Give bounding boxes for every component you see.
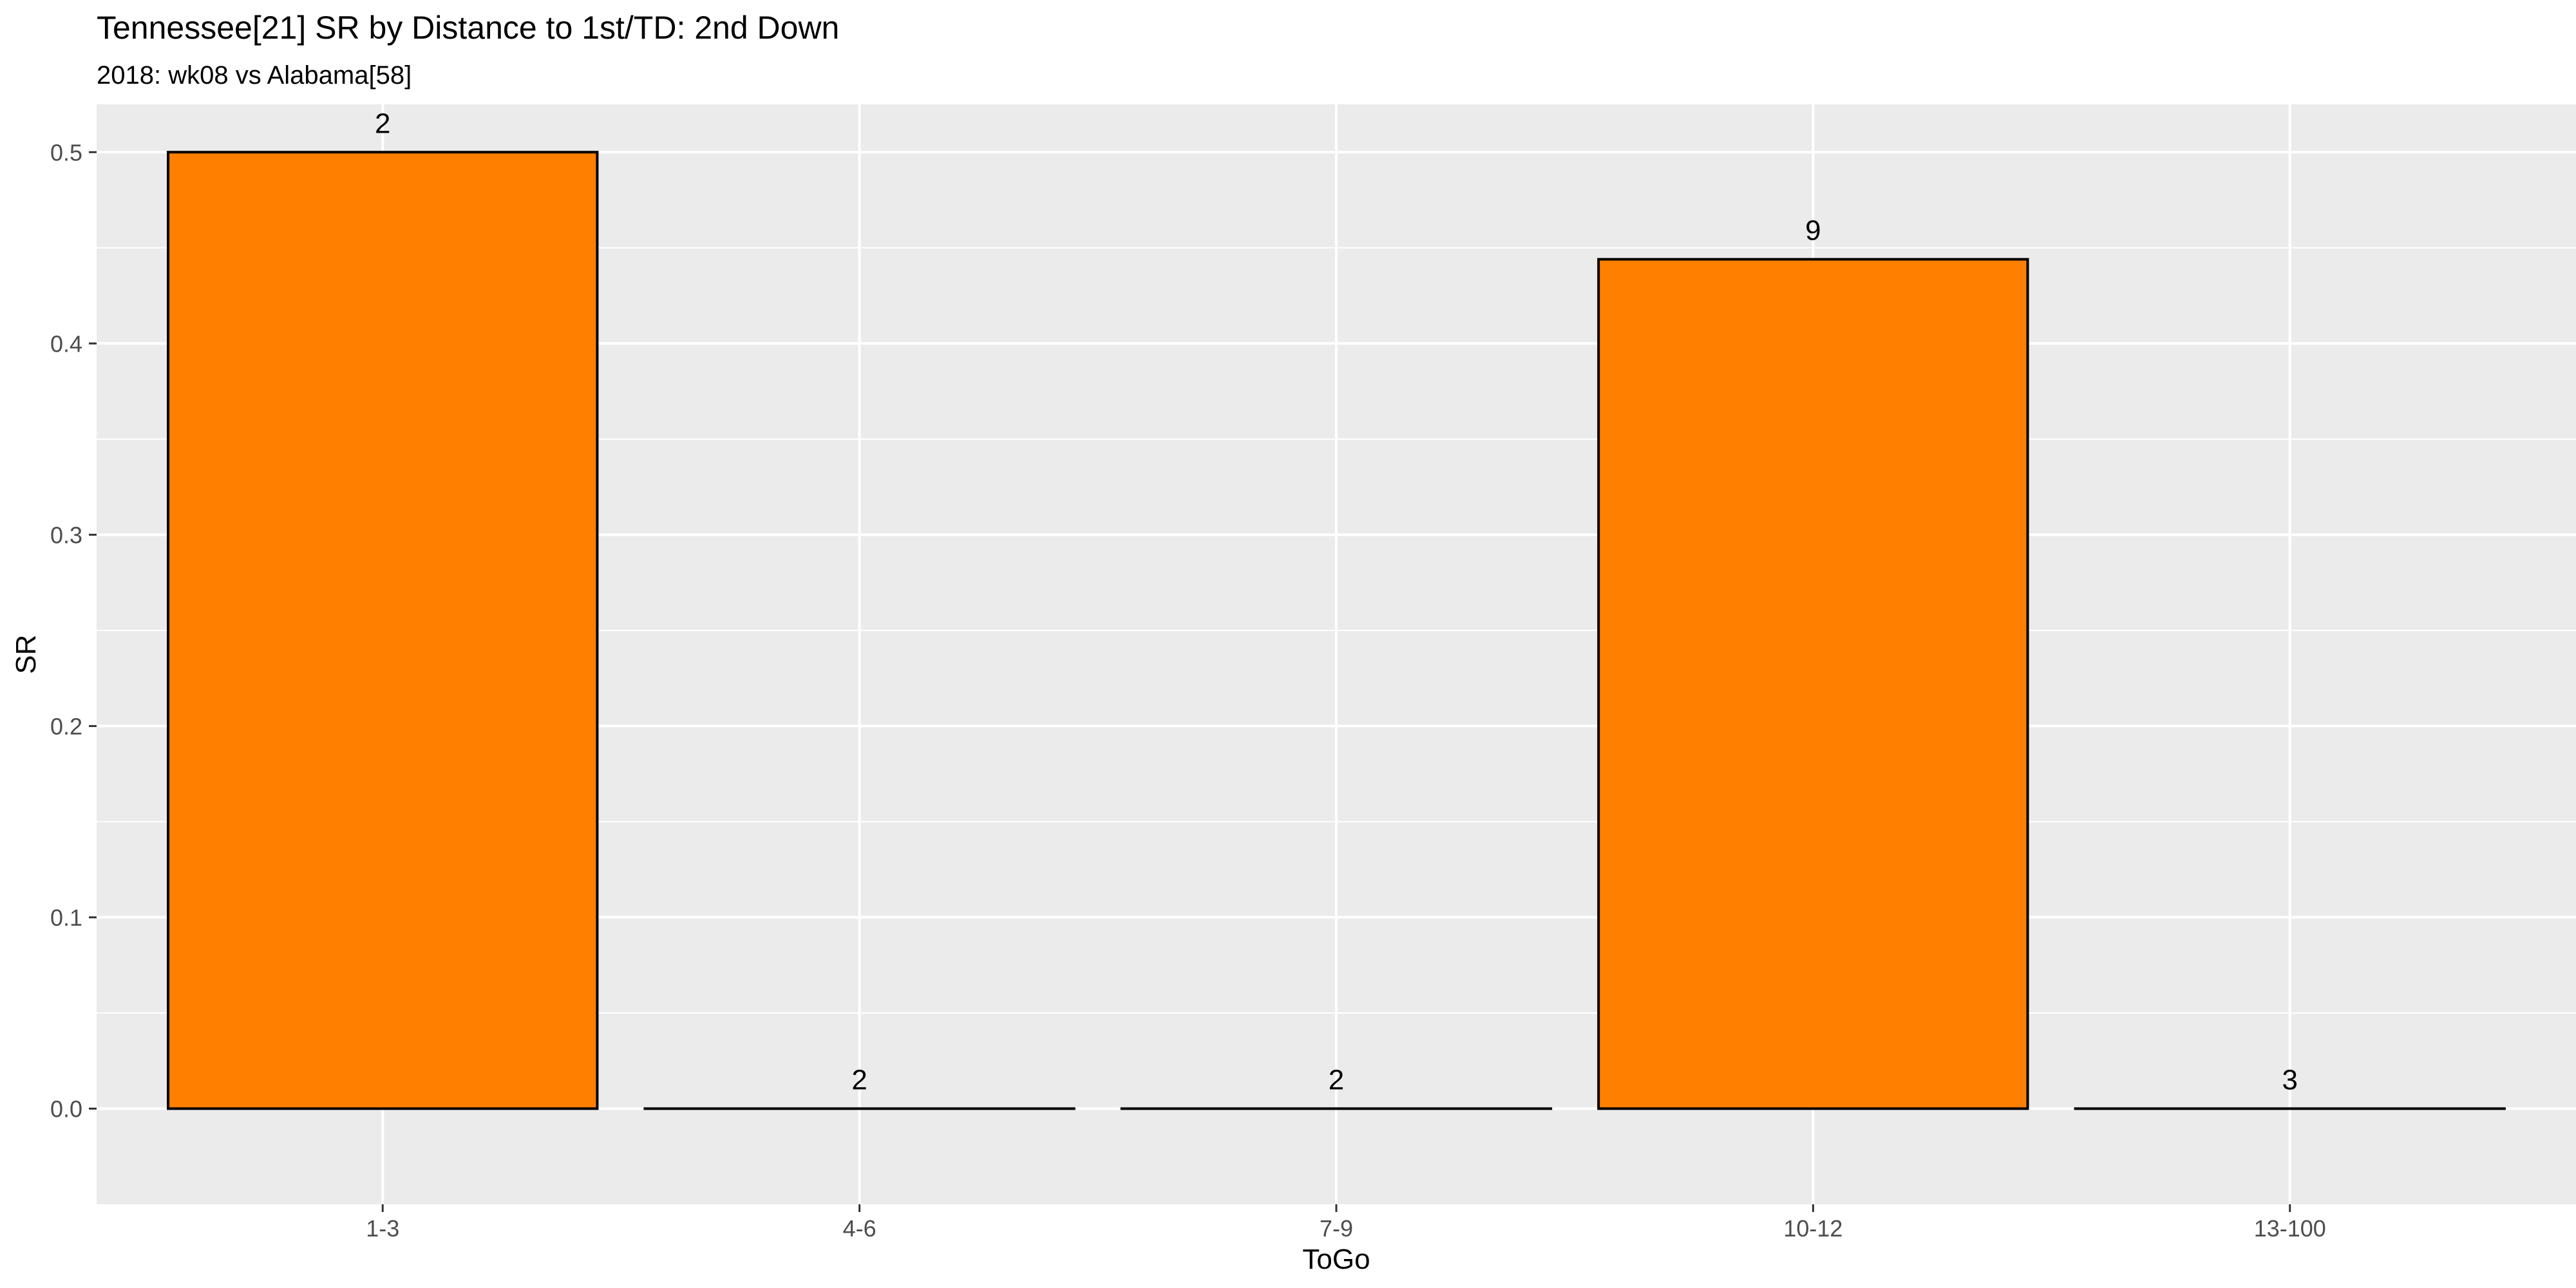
bar-count-label: 2 — [1329, 1064, 1344, 1095]
bar-1-3 — [167, 151, 599, 1110]
bar-count-labels: 2 2 2 9 3 — [375, 108, 2298, 1095]
y-tick-label: 0.4 — [50, 330, 82, 357]
bar-count-label: 2 — [851, 1064, 867, 1095]
y-tick-label: 0.1 — [50, 904, 82, 931]
y-tick-label: 0.5 — [50, 139, 82, 166]
x-tick-label: 1-3 — [366, 1215, 399, 1242]
chart-title: Tennessee[21] SR by Distance to 1st/TD: … — [97, 10, 839, 46]
x-tick-label: 13-100 — [2254, 1215, 2326, 1242]
bar-count-label: 2 — [375, 108, 390, 139]
y-tick-label: 0.3 — [50, 522, 82, 548]
y-tick-label: 0.0 — [50, 1095, 82, 1122]
x-axis: 1-3 4-6 7-9 10-12 13-100 — [366, 1204, 2326, 1242]
chart-subtitle: 2018: wk08 vs Alabama[58] — [97, 61, 412, 90]
y-axis: 0.0 0.1 0.2 0.3 0.4 0.5 — [50, 139, 97, 1122]
x-axis-title: ToGo — [1302, 1244, 1370, 1275]
bar-10-12 — [1597, 258, 2029, 1110]
y-axis-title: SR — [10, 634, 42, 674]
bars — [167, 151, 2506, 1110]
x-tick-label: 7-9 — [1320, 1215, 1353, 1242]
x-tick-label: 10-12 — [1783, 1215, 1842, 1242]
bar-count-label: 9 — [1805, 215, 1821, 247]
y-tick-label: 0.2 — [50, 713, 82, 739]
x-tick-label: 4-6 — [843, 1215, 876, 1242]
bar-count-label: 3 — [2282, 1064, 2298, 1095]
